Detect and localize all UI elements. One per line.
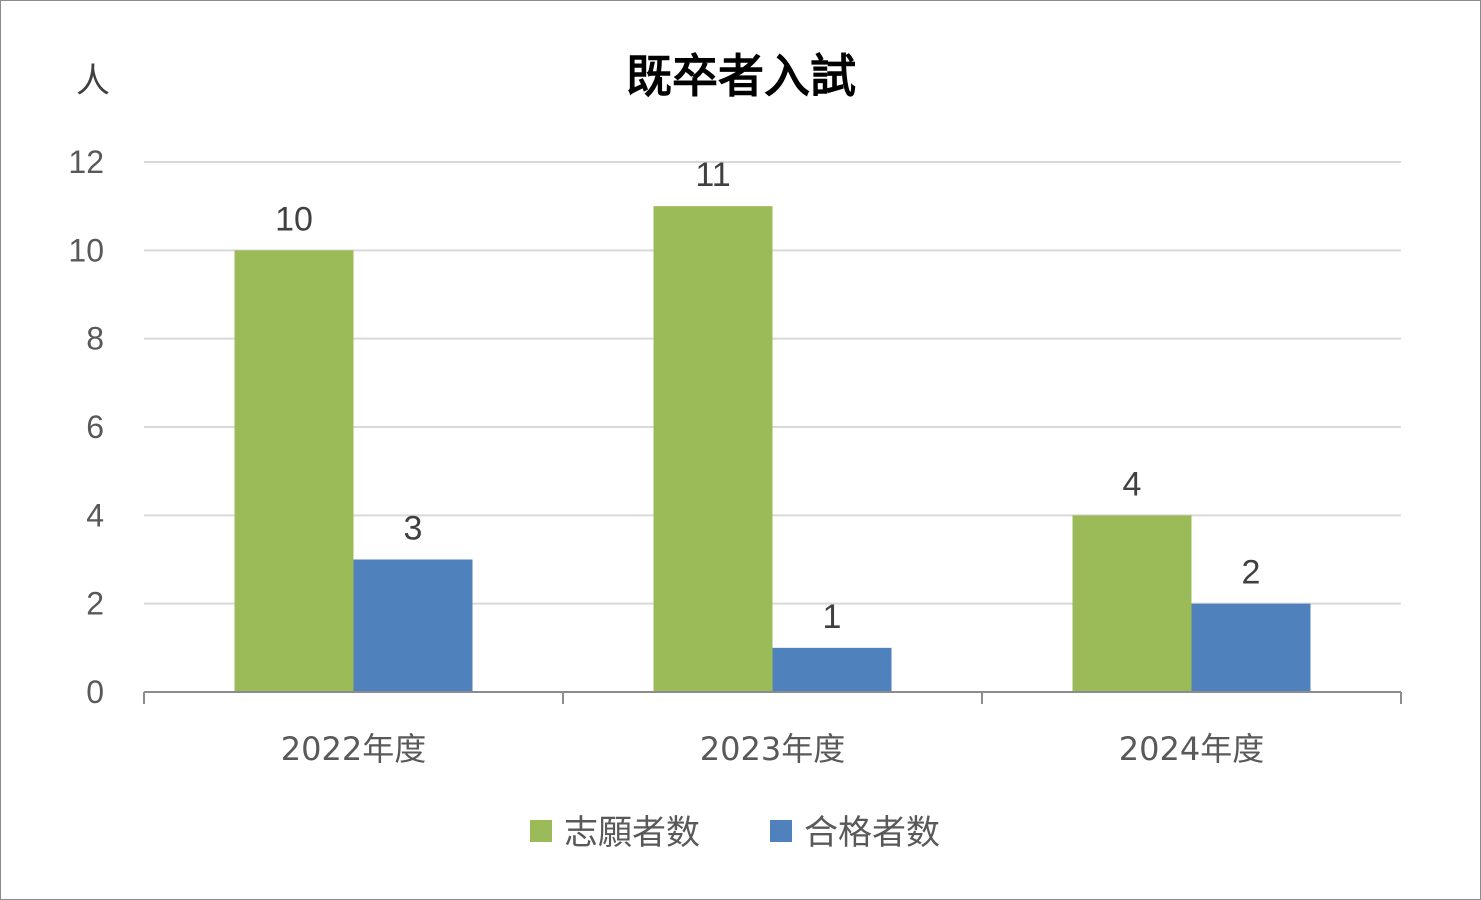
x-category-label: 2022年度: [281, 730, 426, 768]
legend-swatch: [770, 820, 792, 842]
y-tick-label: 12: [68, 144, 104, 180]
legend-swatch: [530, 820, 552, 842]
x-category-label: 2023年度: [700, 730, 845, 768]
y-tick-label: 8: [86, 321, 104, 357]
legend-label: 合格者数: [804, 813, 940, 853]
y-axis-unit-label: 人: [76, 61, 110, 101]
data-label: 3: [404, 510, 423, 548]
y-tick-label: 0: [86, 674, 104, 710]
data-label: 11: [695, 156, 730, 194]
bar: [234, 250, 354, 693]
chart-title: 既卒者入試: [626, 49, 856, 103]
y-tick-label: 6: [86, 409, 104, 445]
bar: [1072, 515, 1192, 692]
x-category-label: 2024年度: [1119, 730, 1264, 768]
data-label: 4: [1123, 465, 1142, 503]
data-label: 1: [823, 598, 842, 636]
y-tick-label: 10: [68, 232, 104, 268]
y-tick-label: 4: [86, 497, 104, 533]
bar: [1191, 603, 1311, 692]
legend-label: 志願者数: [564, 813, 700, 853]
data-label: 2: [1242, 554, 1261, 592]
bar: [772, 647, 892, 692]
data-label: 10: [275, 200, 313, 238]
bar: [353, 559, 473, 692]
y-tick-label: 2: [86, 586, 104, 622]
bar: [653, 206, 773, 692]
